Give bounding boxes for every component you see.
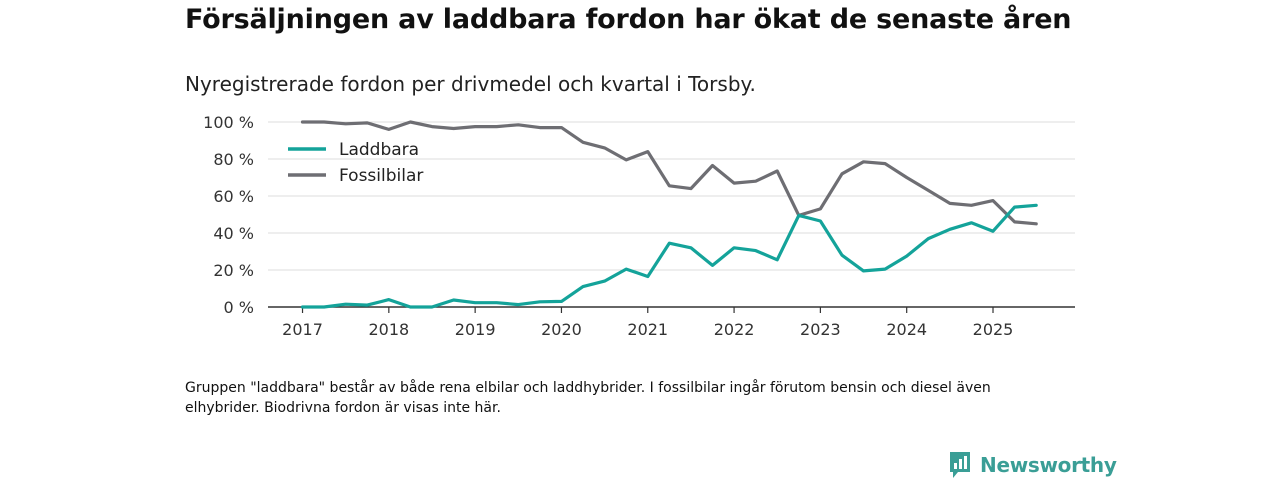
line-chart: 0 % 20 % 40 % 60 % 80 % 100 % 2017 2018 2019 202… (203, 113, 1075, 339)
x-axis: 2017 2018 2019 2020 2021 2022 2023 2024 2025 (268, 306, 1075, 339)
brand-name: Newsworthy (980, 453, 1117, 477)
legend-label-laddbara: Laddbara (339, 140, 419, 160)
x-tick-label: 2017 (282, 320, 323, 339)
chart-title: Försäljningen av laddbara fordon har öka… (185, 4, 1072, 35)
x-tick-label: 2019 (455, 320, 496, 339)
legend: Laddbara Fossilbilar (288, 140, 423, 186)
chart-subtitle: Nyregistrerade fordon per drivmedel och … (185, 72, 756, 96)
legend-label-fossilbilar: Fossilbilar (339, 166, 423, 186)
series-lines (300, 120, 1038, 309)
newsworthy-icon (950, 452, 970, 478)
x-tick-label: 2025 (973, 320, 1014, 339)
x-tick-label: 2023 (800, 320, 841, 339)
x-tick-label: 2024 (886, 320, 927, 339)
y-tick-label: 20 % (213, 261, 254, 280)
x-tick-label: 2018 (368, 320, 409, 339)
x-tick-label: 2022 (714, 320, 755, 339)
newsworthy-logo: Newsworthy (948, 450, 1117, 480)
footnote: Gruppen "laddbara" består av både rena e… (185, 380, 991, 416)
series-line-laddbara (300, 203, 1038, 309)
y-tick-label: 40 % (213, 224, 254, 243)
series-line-fossilbilar (300, 120, 1038, 226)
y-tick-label: 80 % (213, 150, 254, 169)
x-tick-label: 2020 (541, 320, 582, 339)
x-tick-label: 2021 (627, 320, 668, 339)
y-axis-ticks: 0 % 20 % 40 % 60 % 80 % 100 % (203, 113, 254, 317)
y-tick-label: 100 % (203, 113, 254, 132)
y-tick-label: 60 % (213, 187, 254, 206)
y-tick-label: 0 % (224, 298, 254, 317)
